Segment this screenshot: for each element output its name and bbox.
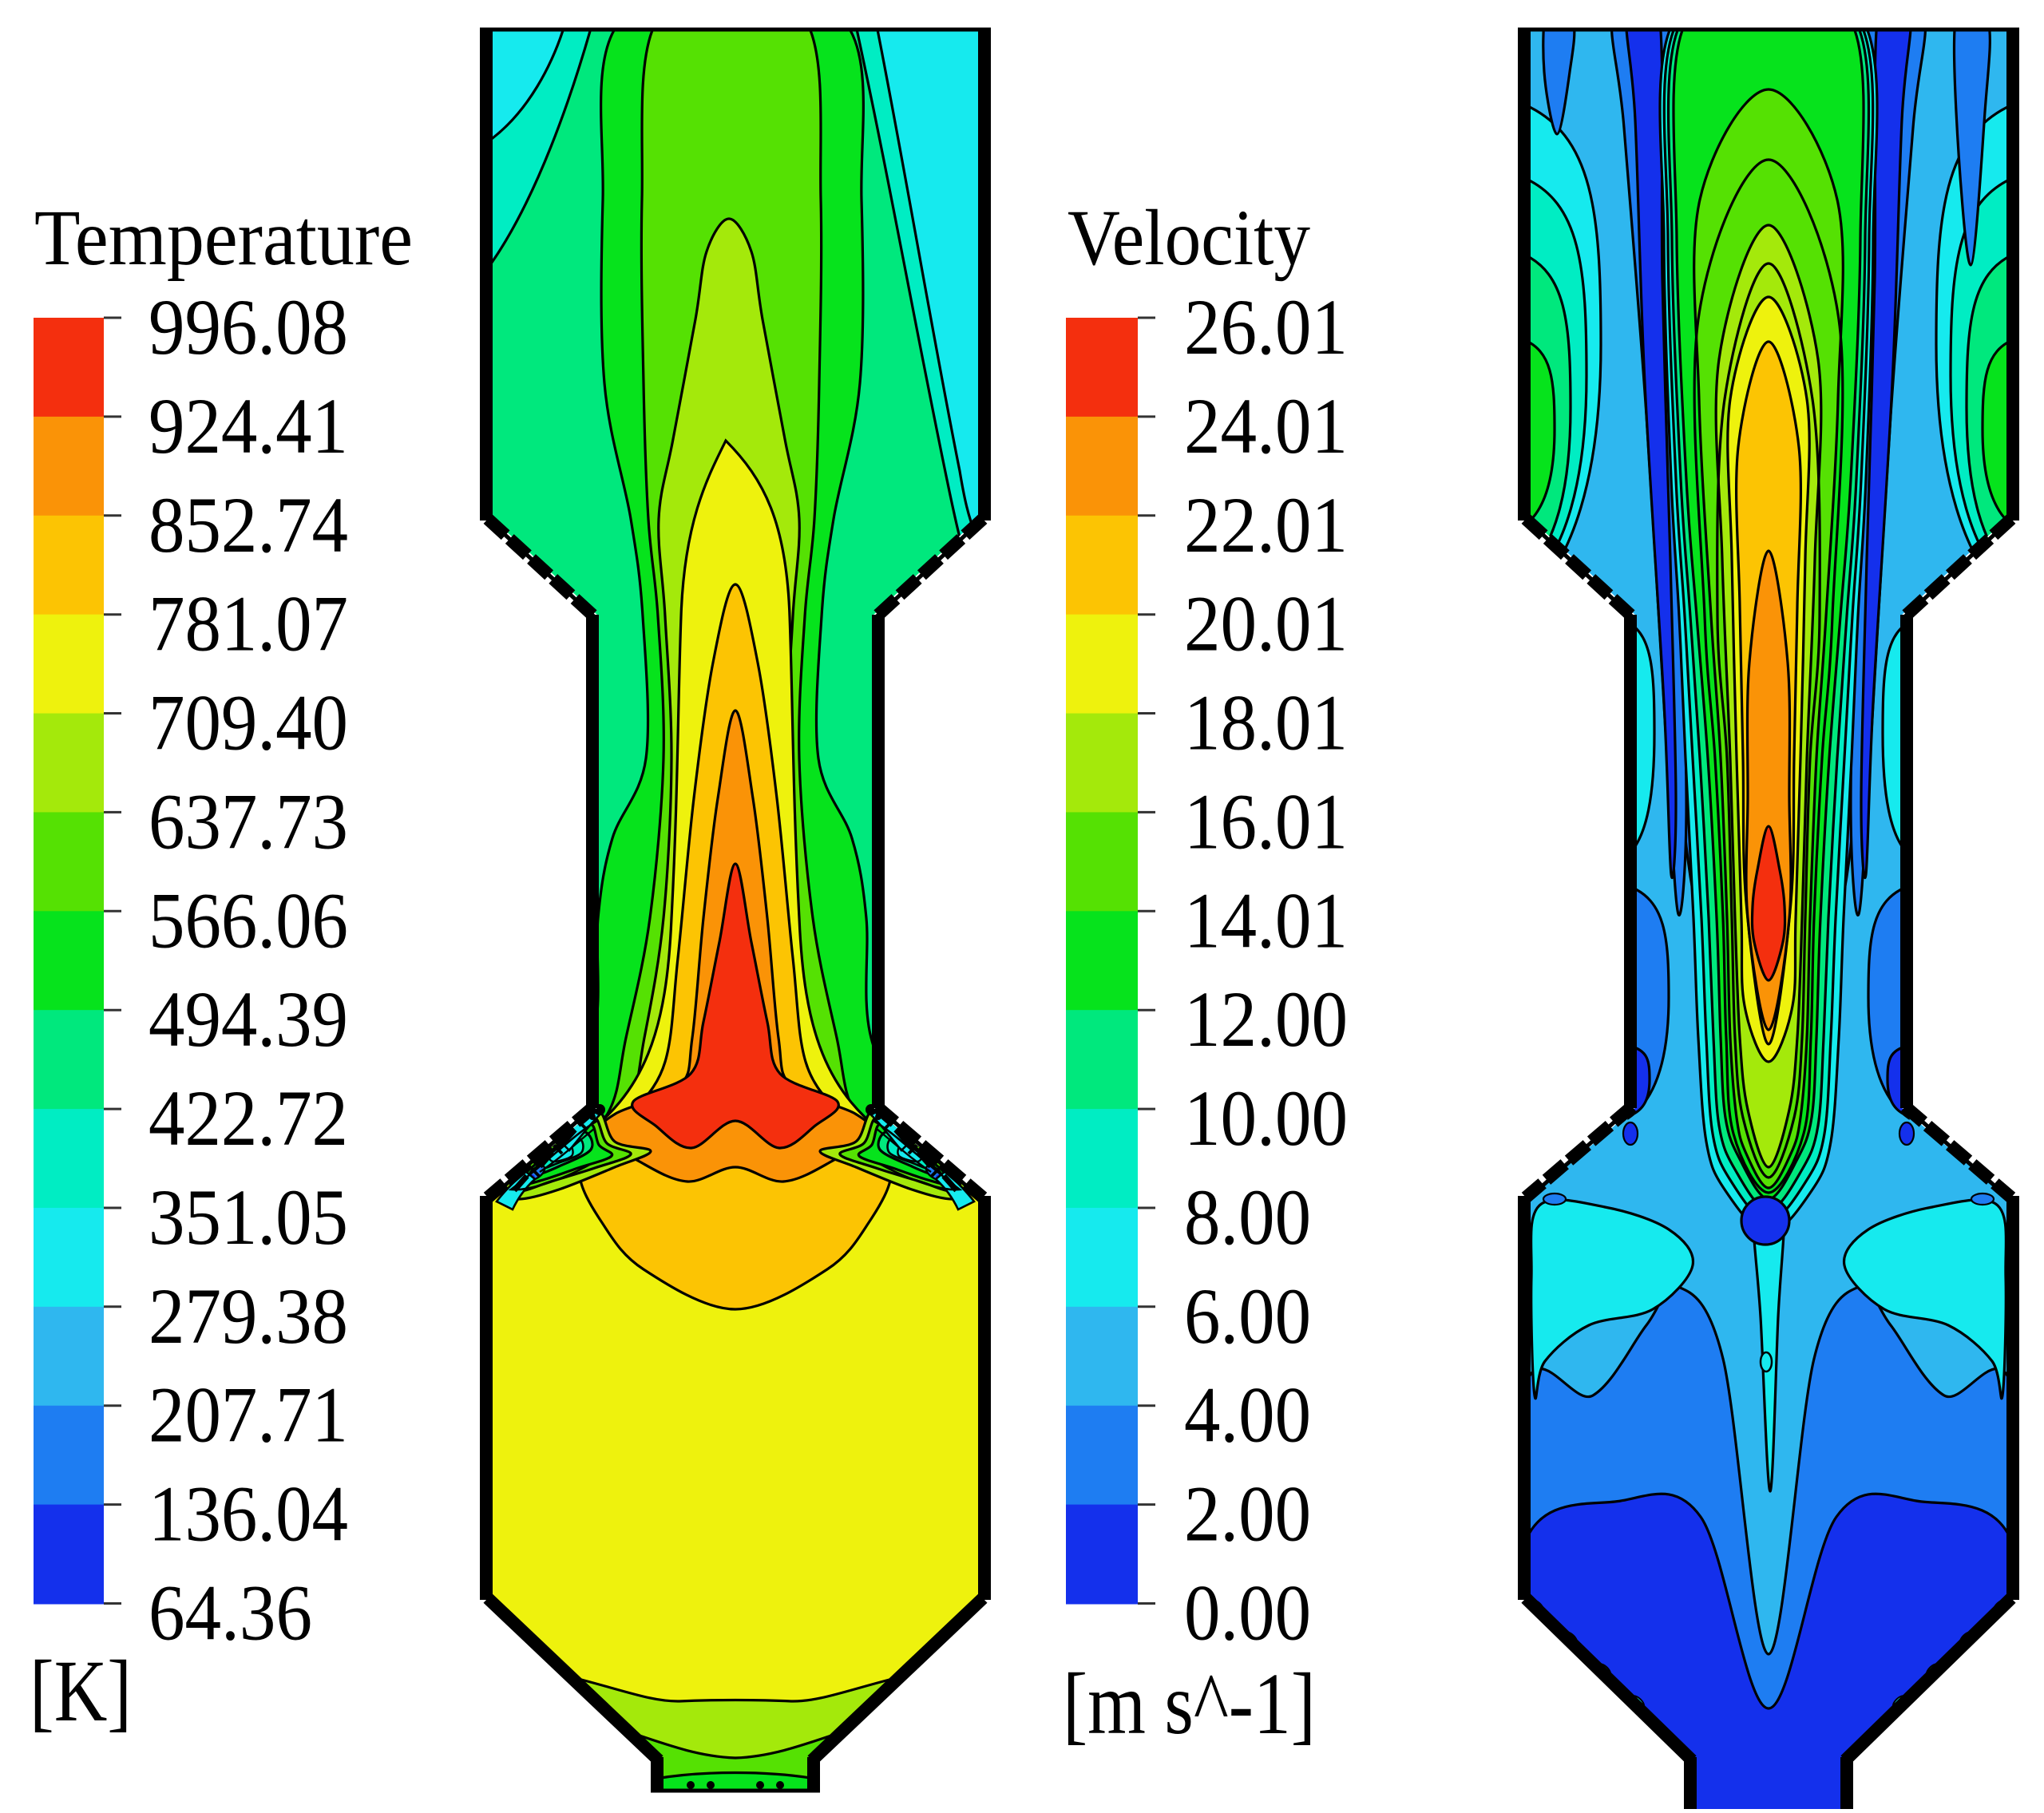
- svg-text:781.07: 781.07: [149, 580, 348, 668]
- svg-text:18.01: 18.01: [1184, 679, 1348, 767]
- svg-text:207.71: 207.71: [149, 1371, 348, 1459]
- svg-text:8.00: 8.00: [1184, 1173, 1311, 1261]
- svg-text:924.41: 924.41: [149, 382, 348, 470]
- svg-text:10.00: 10.00: [1184, 1074, 1348, 1162]
- svg-text:279.38: 279.38: [149, 1272, 348, 1360]
- svg-text:22.01: 22.01: [1184, 481, 1348, 569]
- svg-text:566.06: 566.06: [149, 876, 348, 964]
- svg-text:16.01: 16.01: [1184, 777, 1348, 865]
- svg-text:422.72: 422.72: [149, 1074, 348, 1162]
- svg-text:24.01: 24.01: [1184, 382, 1348, 470]
- svg-text:14.01: 14.01: [1184, 876, 1348, 964]
- svg-text:20.01: 20.01: [1184, 580, 1348, 668]
- svg-text:2.00: 2.00: [1184, 1470, 1311, 1558]
- svg-text:637.73: 637.73: [149, 777, 348, 865]
- svg-text:12.00: 12.00: [1184, 975, 1348, 1063]
- svg-text:[m s^-1]: [m s^-1]: [1063, 1655, 1316, 1752]
- svg-text:4.00: 4.00: [1184, 1371, 1311, 1459]
- svg-text:6.00: 6.00: [1184, 1272, 1311, 1360]
- svg-text:852.74: 852.74: [149, 481, 348, 569]
- svg-text:[K]: [K]: [30, 1642, 132, 1740]
- svg-text:351.05: 351.05: [149, 1173, 348, 1261]
- svg-text:Temperature: Temperature: [34, 193, 413, 282]
- svg-text:26.01: 26.01: [1184, 283, 1348, 371]
- svg-text:996.08: 996.08: [149, 283, 348, 371]
- svg-text:64.36: 64.36: [149, 1569, 312, 1657]
- svg-text:136.04: 136.04: [149, 1470, 348, 1558]
- svg-text:709.40: 709.40: [149, 679, 348, 767]
- svg-text:494.39: 494.39: [149, 975, 348, 1063]
- svg-text:Velocity: Velocity: [1068, 193, 1310, 282]
- svg-text:0.00: 0.00: [1184, 1569, 1311, 1657]
